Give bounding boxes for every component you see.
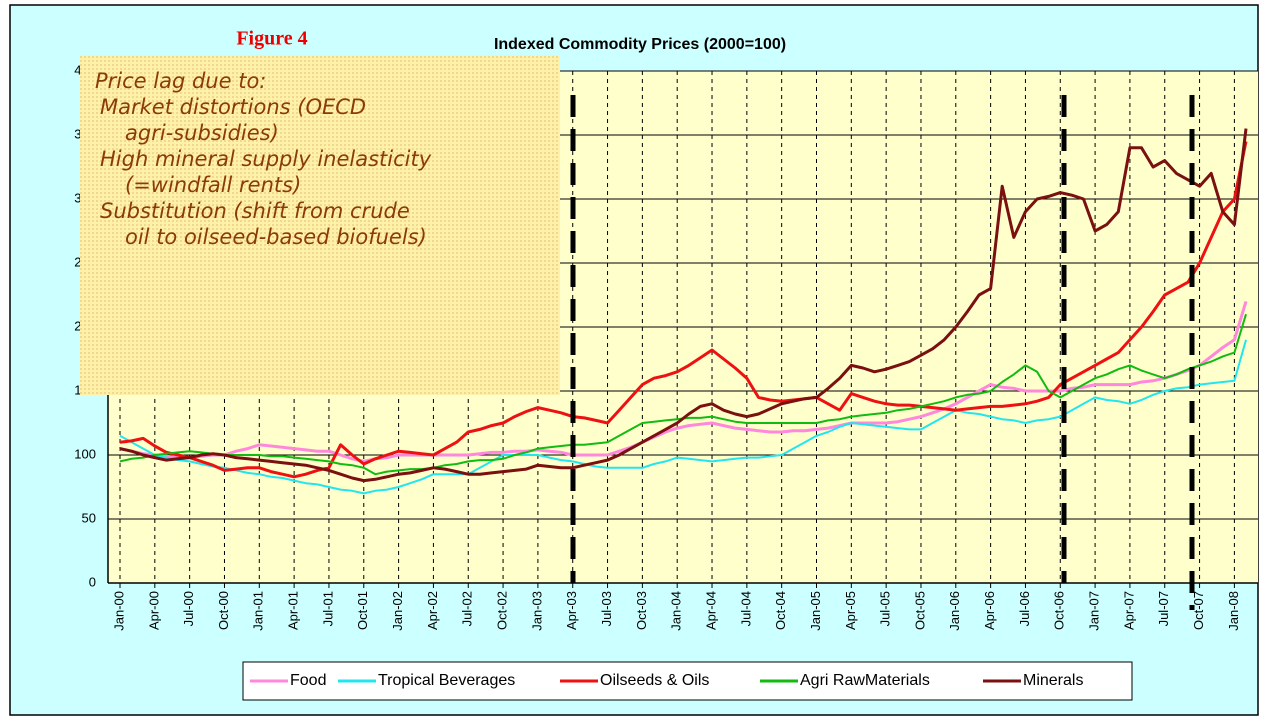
x-tick-label: Oct-07 xyxy=(1191,591,1206,630)
x-tick-label: Oct-00 xyxy=(216,591,231,630)
x-tick-label: Jan-05 xyxy=(808,591,823,631)
annotation-line: agri-subsidies) xyxy=(125,121,279,145)
x-tick-label: Jul-04 xyxy=(738,591,753,626)
x-tick-label: Apr-03 xyxy=(564,591,579,630)
x-tick-label: Oct-02 xyxy=(495,591,510,630)
figure-label: Figure 4 xyxy=(236,28,307,50)
legend-label: Agri RawMaterials xyxy=(800,672,930,689)
x-tick-label: Jan-04 xyxy=(669,591,684,631)
legend: Food Tropical Beverages Oilseeds & Oils Agr… xyxy=(250,672,1083,689)
x-tick-label: Apr-02 xyxy=(425,591,440,630)
y-tick-label: 50 xyxy=(82,510,96,525)
x-tick-label: Jan-06 xyxy=(947,591,962,631)
x-tick-label: Apr-05 xyxy=(843,591,858,630)
legend-label: Minerals xyxy=(1023,672,1083,689)
x-tick-label: Jul-06 xyxy=(1017,591,1032,626)
annotation-line: Substitution (shift from crude xyxy=(100,199,410,223)
legend-label: Oilseeds & Oils xyxy=(600,672,709,689)
x-tick-label: Apr-04 xyxy=(703,591,718,630)
x-tick-label: Oct-04 xyxy=(773,591,788,630)
x-tick-label: Jan-08 xyxy=(1226,591,1241,631)
lines xyxy=(119,128,1248,495)
x-tick-label: Oct-01 xyxy=(355,591,370,630)
x-tick-label: Jul-01 xyxy=(320,591,335,626)
annotation-line: (=windfall rents) xyxy=(125,173,301,197)
x-tick-label: Oct-06 xyxy=(1052,591,1067,630)
x-tick-label: Apr-06 xyxy=(982,591,997,630)
x-tick-label: Jul-00 xyxy=(181,591,196,626)
x-tick-label: Jul-07 xyxy=(1156,591,1171,626)
chart-title: Indexed Commodity Prices (2000=100) xyxy=(494,36,786,53)
legend-label: Tropical Beverages xyxy=(378,672,515,689)
x-tick-label: Apr-00 xyxy=(146,591,161,630)
x-tick-label: Jan-00 xyxy=(111,591,126,631)
legend-label: Food xyxy=(290,672,326,689)
event-markers xyxy=(570,95,1195,610)
annotation: Price lag due to:Market distortions (OEC… xyxy=(95,69,432,249)
series-line xyxy=(119,339,1247,495)
x-tick-label: Oct-05 xyxy=(912,591,927,630)
annotation-box xyxy=(80,55,560,395)
x-tick-label: Jul-02 xyxy=(460,591,475,626)
y-tick-label: 0 xyxy=(89,574,96,589)
annotation-line: Market distortions (OECD xyxy=(100,95,366,119)
x-tick-label: Jan-01 xyxy=(251,591,266,631)
x-tick-label: Jan-02 xyxy=(390,591,405,631)
series-line xyxy=(119,141,1248,479)
x-tick-label: Apr-07 xyxy=(1121,591,1136,630)
x-tick-label: Oct-03 xyxy=(634,591,649,630)
x-tick-label: Apr-01 xyxy=(286,591,301,630)
y-tick-label: 100 xyxy=(74,446,96,461)
x-tick-label: Jul-03 xyxy=(599,591,614,626)
series-line xyxy=(119,300,1248,463)
annotation-line: Price lag due to: xyxy=(95,69,266,93)
annotation-line: oil to oilseed-based biofuels) xyxy=(125,225,427,249)
x-tick-label: Jul-05 xyxy=(878,591,893,626)
series-line xyxy=(119,128,1248,483)
x-tick-label: Jan-07 xyxy=(1087,591,1102,631)
annotation-line: High mineral supply inelasticity xyxy=(100,147,432,171)
x-tick-label: Jan-03 xyxy=(529,591,544,631)
